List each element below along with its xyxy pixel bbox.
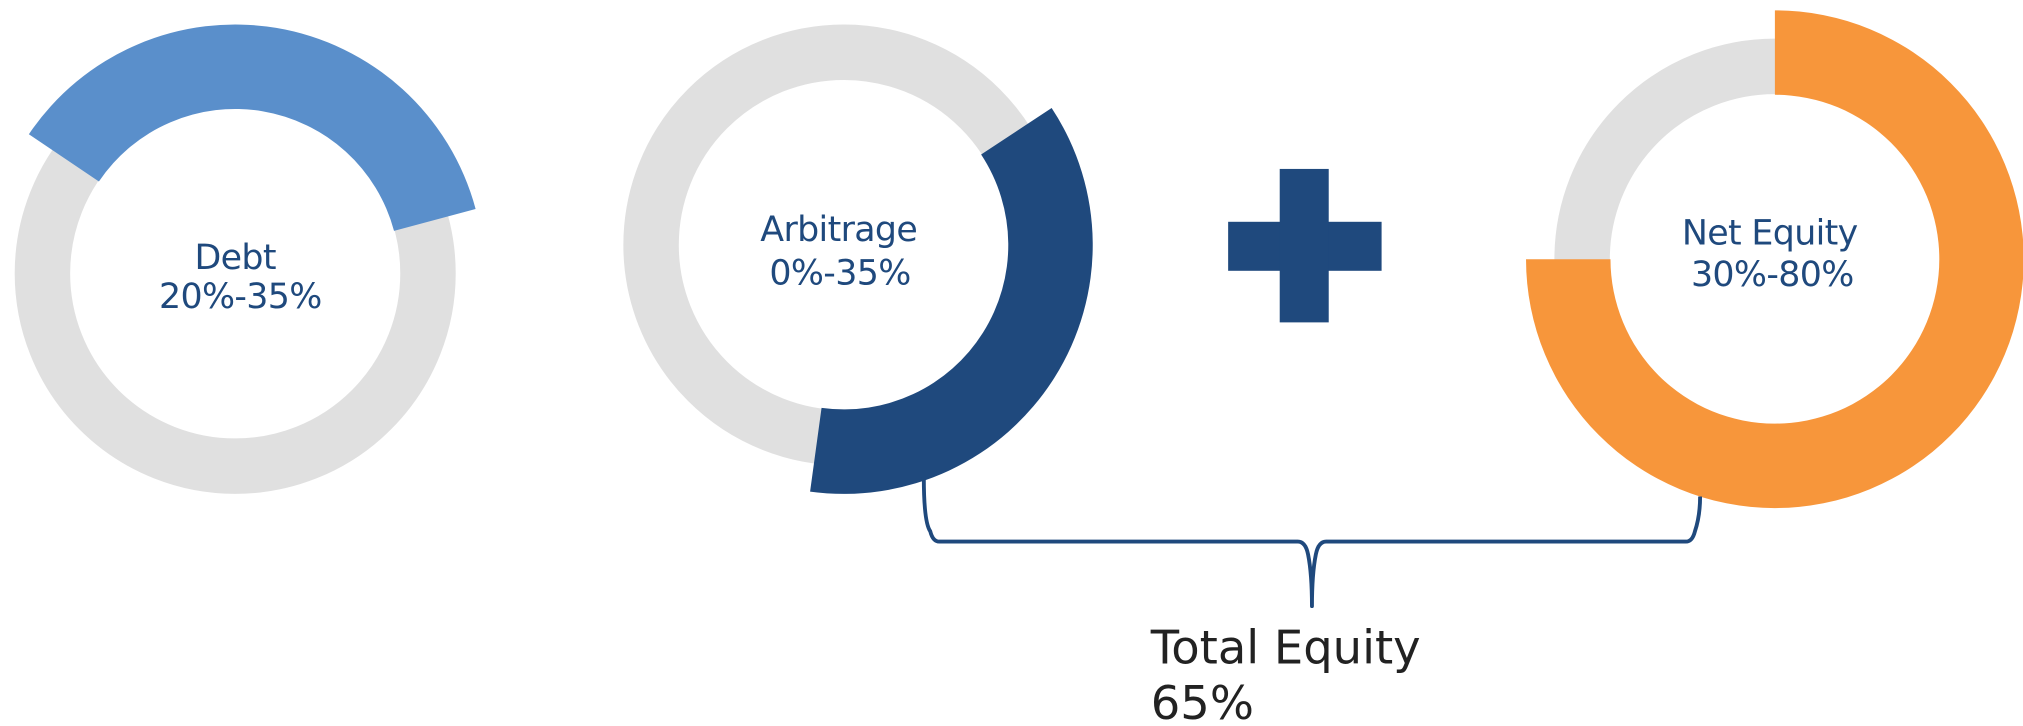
- plus-sign: [1228, 168, 1382, 323]
- total-value: 65%: [1151, 676, 1254, 726]
- brace: [921, 477, 1703, 609]
- plus-vertical: [1279, 168, 1329, 323]
- donut-label: Arbitrage: [760, 210, 917, 250]
- donut-label: Debt: [195, 238, 276, 278]
- donut-arc: [28, 24, 476, 231]
- donut-label: Net Equity: [1682, 214, 1858, 254]
- donut-arc: [1526, 10, 2023, 509]
- donuts: [14, 10, 2023, 509]
- donut-arc: [810, 108, 1093, 494]
- donut-range: 0%-35%: [769, 254, 910, 294]
- donut-range: 20%-35%: [159, 277, 322, 317]
- donut-range: 30%-80%: [1691, 255, 1854, 295]
- total-label: Total Equity: [1150, 621, 1421, 675]
